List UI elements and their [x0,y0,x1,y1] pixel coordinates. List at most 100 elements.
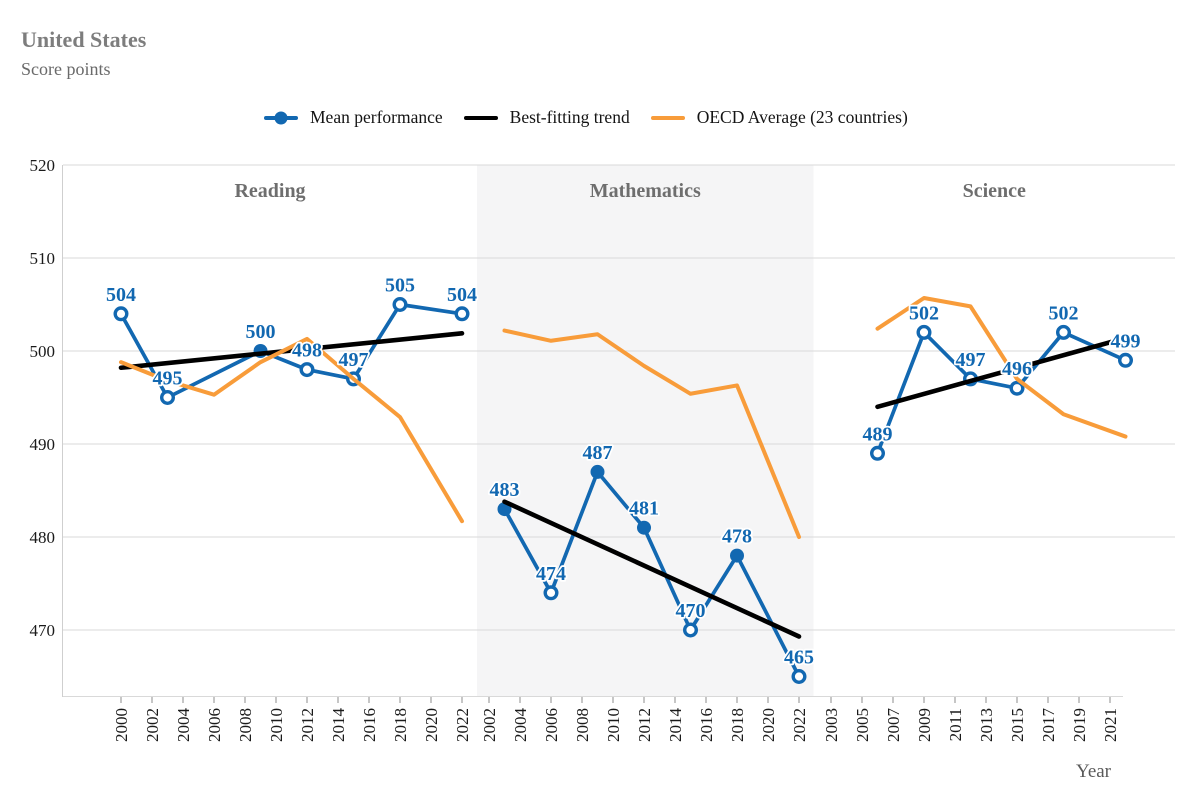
legend-item-label: OECD Average (23 countries) [696,107,908,127]
data-point-label: 500 [246,321,276,343]
data-point-label: 504 [447,284,477,306]
y-axis-tick-label: 510 [30,249,56,268]
best-fitting-trend-line [118,331,465,371]
y-axis-tick-label: 520 [30,156,56,175]
x-axis-tick-label: 2013 [977,708,996,742]
y-axis-tick-label: 500 [30,342,56,361]
x-axis-tick-label: 2015 [1008,708,1027,742]
panel-title-mathematics: Mathematics [590,180,701,202]
y-axis-tick-label: 470 [30,621,56,640]
legend-item-label: Best-fitting trend [509,107,630,127]
x-axis-tick-label: 2010 [267,708,286,742]
data-point-marker-filled [730,548,744,563]
panel-title-science: Science [963,180,1026,202]
y-axis-tick-label: 490 [30,435,56,454]
x-axis-tick-label: 2016 [697,708,716,742]
x-axis-tick-label: 2020 [422,708,441,742]
x-axis-tick-label: 2018 [391,708,410,742]
x-axis-tick-label: 2002 [480,708,499,742]
data-point-marker-open [159,390,175,406]
legend-item-best-fitting-trend: Best-fitting trend [463,107,630,128]
x-axis-tick-label: 2010 [604,708,623,742]
oecd-average-line [875,295,1128,439]
unit-subtitle: Score points [21,59,111,80]
data-point-marker-open [870,445,886,461]
data-point-marker-open [683,622,699,638]
data-point-label: 502 [1049,302,1079,324]
x-axis-tick-label: 2004 [174,708,193,743]
x-axis-tick-label: 2006 [542,708,561,742]
data-point-label: 465 [784,647,814,669]
data-point-label: 497 [339,349,369,371]
x-axis-tick-label: 2009 [915,708,934,742]
chart-legend: Mean performance Best-fitting trend OECD A… [264,107,908,128]
x-axis-title: Year [1076,761,1112,782]
x-axis-tick-label: 2012 [635,708,654,742]
data-point-marker-open [543,585,559,601]
x-axis-tick-label: 2008 [236,708,255,742]
legend-item-mean-performance: Mean performance [264,107,443,128]
page-title: United States [21,27,147,52]
data-point-label: 470 [676,600,706,622]
data-point-label: 498 [292,340,322,362]
oecd-average-line [502,328,801,539]
x-axis-tick-label: 2002 [143,708,162,742]
data-point-marker-open [113,306,129,322]
data-point-label: 489 [863,423,893,445]
data-point-label: 487 [583,442,613,464]
data-point-label: 481 [629,498,659,520]
data-point-label: 474 [536,563,566,585]
panel-band-mathematics [477,165,814,697]
best-fitting-trend-line [502,499,802,639]
legend-line-swatch [650,115,685,120]
data-point-marker-open [392,297,408,313]
data-point-label: 495 [153,368,183,390]
legend-item-oecd-average-23-countries: OECD Average (23 countries) [650,107,908,128]
legend-dot-icon [274,111,288,124]
x-axis-tick-label: 2022 [453,708,472,742]
data-point-marker-filled [590,464,605,479]
x-axis-tick-label: 2005 [853,708,872,742]
data-point-label: 499 [1111,330,1141,352]
data-point-marker-open [791,669,807,685]
x-axis-tick-label: 2012 [298,708,317,742]
data-point-label: 478 [722,526,752,548]
data-point-label: 496 [1002,358,1032,380]
x-axis-tick-label: 2014 [666,708,685,743]
data-point-marker-open [299,362,315,378]
chart-header: United States Score points [21,27,147,80]
x-axis-tick-label: 2004 [511,708,530,743]
x-axis-tick-label: 2020 [759,708,778,742]
data-point-label: 483 [490,479,520,501]
data-point-marker-filled [637,520,651,535]
legend-item-label: Mean performance [310,107,443,127]
mean-performance-line [875,330,1128,456]
data-point-label: 505 [385,275,415,297]
data-point-label: 502 [909,302,939,324]
x-axis-tick-label: 2008 [573,708,592,742]
data-point-marker-open [1055,324,1071,340]
data-point-marker-open [454,306,470,322]
data-point-marker-open [1117,352,1133,368]
oecd-average-line [119,336,464,524]
x-axis-tick-label: 2006 [205,708,224,742]
x-axis-tick-label: 2016 [360,708,379,742]
data-point-marker-open [1009,380,1025,396]
x-axis-tick-label: 2021 [1101,708,1120,742]
x-axis-tick-label: 2014 [329,708,348,743]
best-fitting-trend-line [875,335,1128,410]
x-axis-tick-label: 2000 [112,708,131,742]
x-axis-tick-label: 2017 [1039,708,1058,743]
x-axis-tick-label: 2018 [728,708,747,742]
legend-line-swatch [463,115,498,120]
legend-line-swatch [264,111,298,124]
x-axis-tick-label: 2011 [946,708,965,741]
x-axis-tick-label: 2019 [1070,708,1089,742]
x-axis-tick-label: 2007 [884,708,903,743]
data-point-marker-open [916,324,932,340]
data-point-label: 504 [106,284,136,306]
x-axis-tick-label: 2003 [822,708,841,742]
y-axis-tick-label: 480 [30,528,56,547]
panel-title-reading: Reading [234,180,305,202]
